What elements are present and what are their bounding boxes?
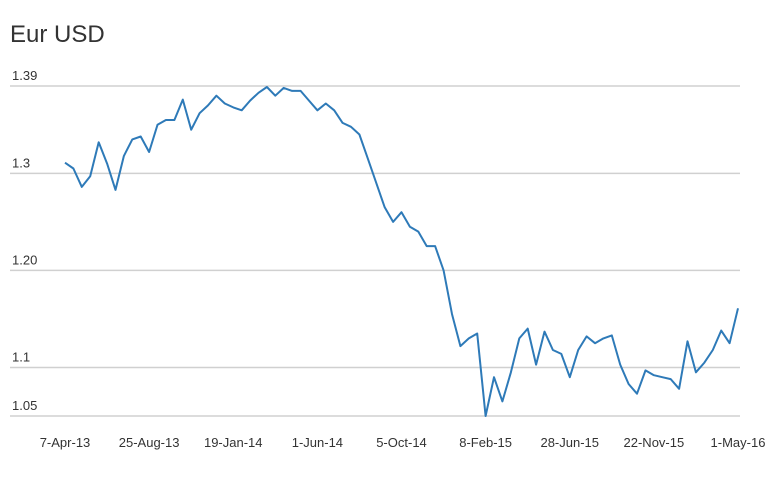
x-tick-label: 28-Jun-15 [540,435,599,450]
x-tick-label: 25-Aug-13 [119,435,180,450]
x-tick-label: 5-Oct-14 [376,435,427,450]
line-series [64,86,739,417]
x-tick-label: 19-Jan-14 [204,435,263,450]
y-tick-label: 1.05 [12,398,37,413]
y-tick-label: 1.20 [12,252,37,267]
x-tick-label: 22-Nov-15 [624,435,685,450]
chart-title: Eur USD [10,21,105,48]
x-tick-label: 8-Feb-15 [459,435,512,450]
x-tick-label: 1-May-16 [711,435,766,450]
y-tick-label: 1.3 [12,155,30,170]
y-tick-label: 1.39 [12,68,37,83]
x-tick-label: 1-Jun-14 [292,435,343,450]
y-tick-label: 1.1 [12,349,30,364]
x-tick-label: 7-Apr-13 [40,435,91,450]
